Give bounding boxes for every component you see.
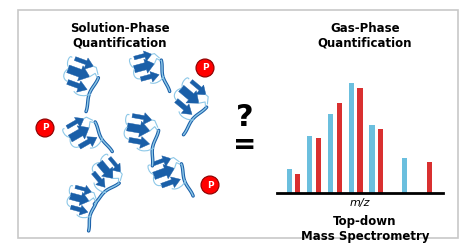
Bar (369, 125, 374, 193)
Polygon shape (67, 80, 87, 92)
Polygon shape (152, 156, 171, 166)
Bar (295, 174, 301, 193)
Bar (307, 136, 312, 193)
FancyBboxPatch shape (18, 10, 458, 238)
Bar (349, 83, 354, 193)
Text: Gas-Phase
Quantification: Gas-Phase Quantification (318, 22, 412, 50)
Polygon shape (70, 205, 88, 215)
Polygon shape (153, 164, 174, 179)
Polygon shape (66, 118, 84, 129)
X-axis label: m/z: m/z (350, 198, 371, 208)
Bar (427, 162, 432, 193)
Polygon shape (134, 51, 152, 61)
Bar (337, 103, 342, 193)
Polygon shape (91, 171, 105, 187)
Polygon shape (140, 72, 159, 82)
Text: ?: ? (236, 103, 254, 132)
Polygon shape (74, 57, 93, 69)
Polygon shape (133, 59, 155, 73)
Polygon shape (67, 65, 90, 81)
Circle shape (196, 59, 214, 77)
Polygon shape (75, 185, 91, 195)
Polygon shape (97, 160, 113, 179)
Bar (357, 88, 363, 193)
Bar (286, 169, 292, 193)
Circle shape (201, 176, 219, 194)
Text: P: P (202, 63, 208, 72)
Polygon shape (128, 137, 150, 148)
Text: =: = (233, 131, 257, 159)
Polygon shape (108, 156, 120, 172)
Bar (401, 158, 407, 193)
Polygon shape (68, 126, 89, 142)
Polygon shape (174, 99, 192, 115)
Text: Solution-Phase
Quantification: Solution-Phase Quantification (70, 22, 170, 50)
Text: Top-down
Mass Spectrometry: Top-down Mass Spectrometry (301, 215, 429, 243)
Bar (378, 129, 383, 193)
Bar (328, 114, 333, 193)
Text: P: P (207, 181, 213, 189)
Polygon shape (132, 113, 152, 124)
Bar (316, 138, 321, 193)
Polygon shape (179, 85, 199, 103)
Polygon shape (161, 177, 181, 188)
Polygon shape (78, 137, 97, 149)
Polygon shape (127, 121, 150, 137)
Polygon shape (190, 80, 206, 95)
Text: P: P (42, 124, 48, 132)
Circle shape (36, 119, 54, 137)
Polygon shape (69, 192, 89, 206)
